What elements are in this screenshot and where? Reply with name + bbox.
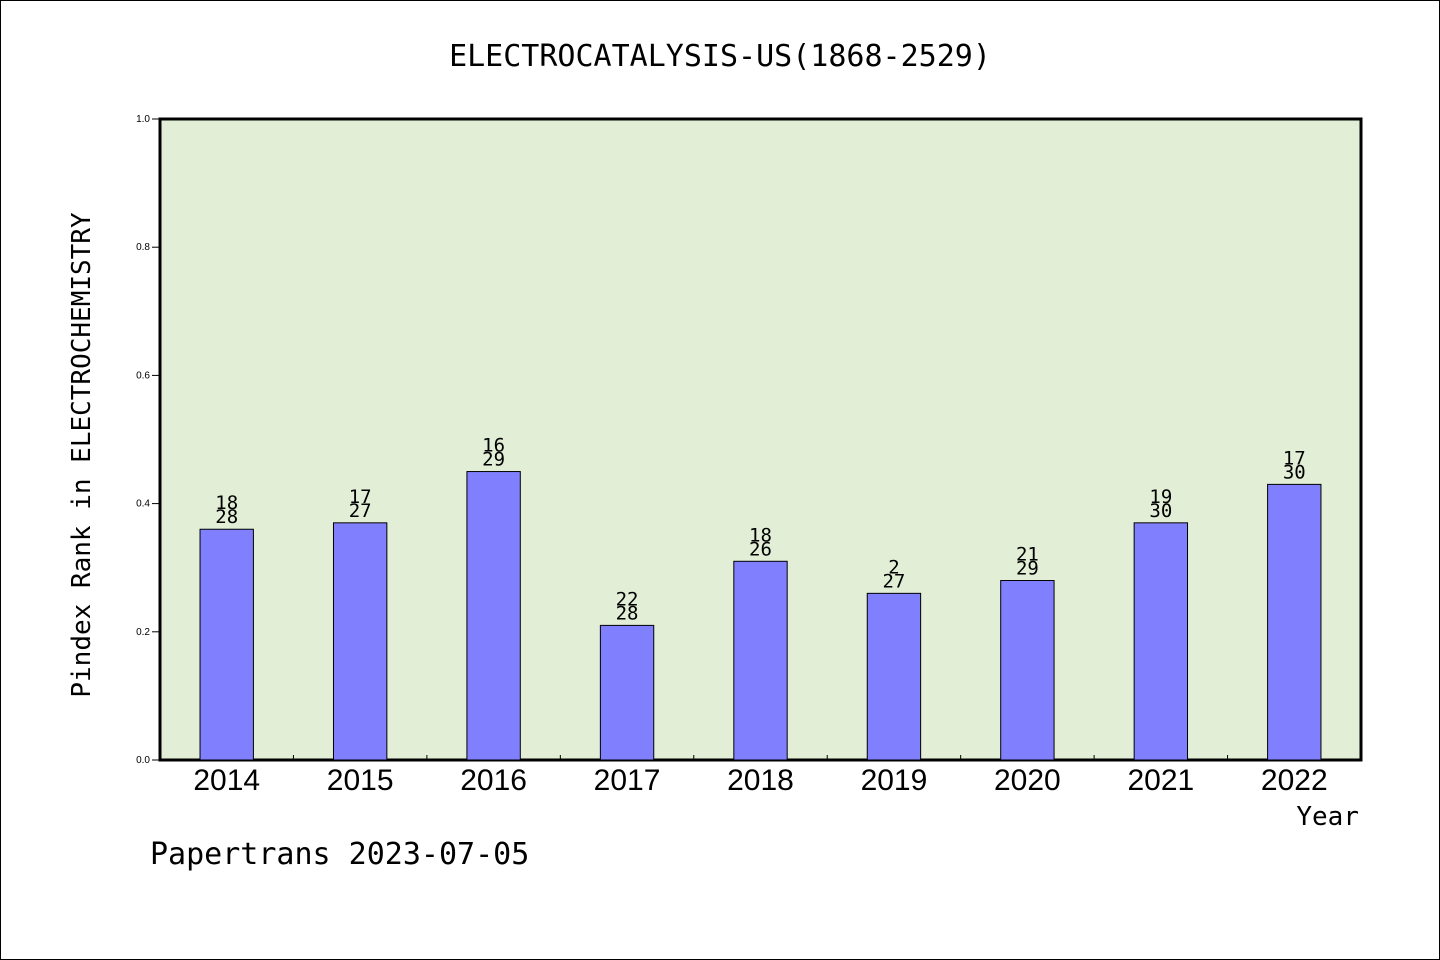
y-tick-label: 0.8 (136, 242, 150, 253)
data-label-top: 18 (749, 524, 772, 546)
chart-title: ELECTROCATALYSIS-US(1868-2529) (449, 39, 991, 74)
x-tick-label: 2019 (861, 764, 928, 797)
data-label-top: 19 (1149, 486, 1172, 508)
y-tick-label: 0.4 (136, 499, 150, 510)
bar-2016 (466, 471, 521, 761)
data-label-bottom: 27 (349, 500, 372, 522)
bar-2020 (1000, 580, 1055, 761)
bar-2014 (199, 528, 254, 761)
bar-2015 (332, 522, 388, 761)
x-tick-label: 2016 (460, 764, 527, 797)
data-label-top: 21 (1016, 544, 1039, 566)
y-tick-label: 1.0 (136, 114, 150, 125)
data-label-bottom: 29 (1016, 558, 1039, 580)
x-tick-label: 2017 (594, 764, 661, 797)
x-axis-label: Year (1296, 802, 1359, 832)
x-tick-label: 2022 (1261, 764, 1328, 797)
bar-2022 (1267, 483, 1322, 761)
x-axis: 2014 2015 2016 2017 2018 2019 2020 2021 2022 (193, 755, 1328, 797)
data-label-bottom: 29 (482, 449, 505, 471)
bar-2021 (1133, 522, 1189, 761)
footer-text: Papertrans 2023-07-05 (150, 837, 529, 872)
y-axis: 0.0 0.2 0.4 0.6 0.8 1.0 (136, 114, 160, 766)
data-label-bottom: 28 (616, 602, 639, 624)
data-label-bottom: 27 (882, 570, 905, 592)
data-label-bottom: 30 (1283, 461, 1306, 483)
x-tick-label: 2015 (327, 764, 394, 797)
y-tick-label: 0.0 (136, 755, 150, 766)
data-label-top: 22 (616, 588, 639, 610)
y-tick-label: 0.6 (136, 370, 150, 381)
bars (199, 471, 1322, 761)
data-label-top: 2 (888, 556, 899, 578)
y-axis-label: Pindex Rank in ELECTROCHEMISTRY (67, 212, 97, 698)
y-tick-label: 0.2 (136, 627, 150, 638)
bar-2018 (733, 560, 788, 761)
data-label-bottom: 26 (749, 538, 772, 560)
x-tick-label: 2018 (727, 764, 794, 797)
data-label-top: 18 (215, 492, 238, 514)
bar-2019 (866, 592, 922, 761)
bar-2017 (599, 624, 655, 761)
x-tick-label: 2020 (994, 764, 1061, 797)
data-label-bottom: 28 (215, 506, 238, 528)
data-label-top: 16 (482, 435, 505, 457)
data-label-top: 17 (1283, 447, 1306, 469)
x-tick-label: 2014 (193, 764, 260, 797)
x-tick-label: 2021 (1127, 764, 1194, 797)
data-label-top: 17 (349, 486, 372, 508)
data-label-bottom: 30 (1149, 500, 1172, 522)
